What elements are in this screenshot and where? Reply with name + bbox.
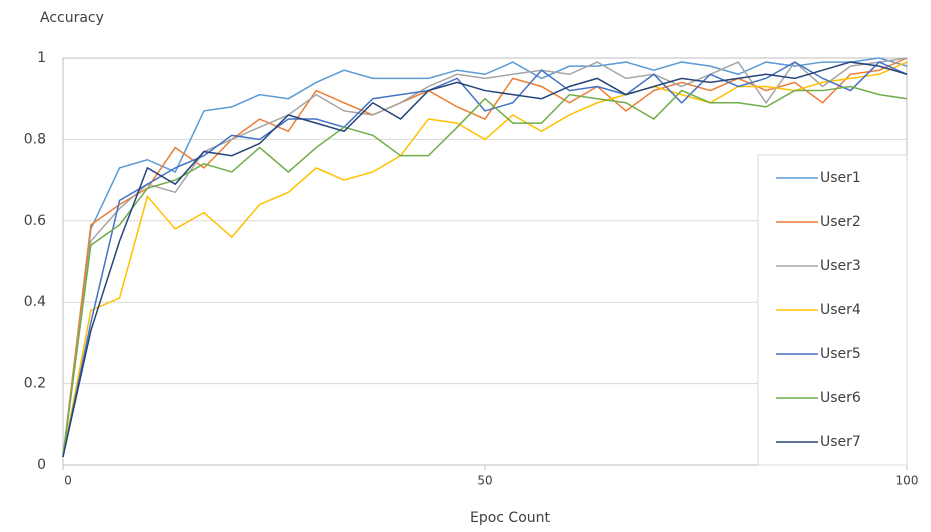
legend-label: User2 (820, 214, 861, 230)
y-axis-label: Accuracy (40, 10, 104, 26)
series-line (62, 85, 908, 457)
legend-label: User4 (820, 302, 861, 318)
y-tick-label: 0.2 (24, 376, 46, 392)
series-line (62, 61, 908, 458)
x-tick-label: 100 (896, 474, 919, 488)
y-tick-label: 0 (37, 457, 46, 473)
y-tick-label: 0.4 (24, 294, 46, 310)
x-tick-label: 50 (477, 474, 492, 488)
legend-label: User5 (820, 346, 861, 362)
x-tick-label: 0 (64, 474, 72, 488)
y-tick-label: 1 (37, 50, 46, 66)
series-line (62, 57, 908, 457)
y-tick-label: 0.8 (24, 131, 46, 147)
legend-label: User1 (820, 170, 861, 186)
legend-label: User6 (820, 390, 861, 406)
series-line (62, 57, 908, 457)
series-line (62, 61, 908, 458)
legend-label: User7 (820, 434, 861, 450)
legend-label: User3 (820, 258, 861, 274)
x-axis-label: Epoc Count (470, 510, 551, 526)
series-line (62, 61, 908, 458)
y-tick-label: 0.6 (24, 213, 46, 229)
